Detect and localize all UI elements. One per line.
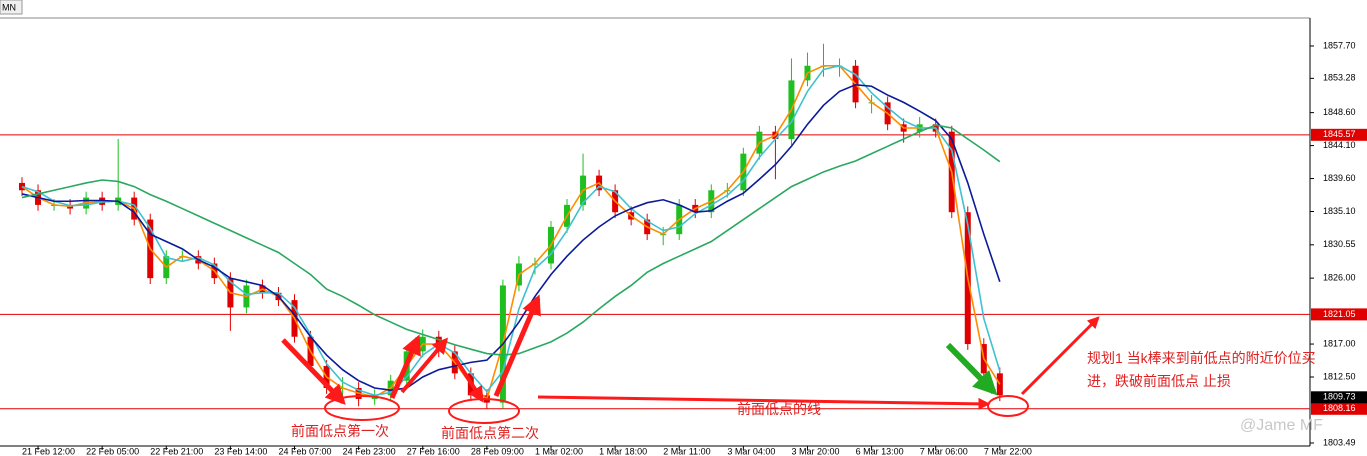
y-tick-label: 1817.00: [1323, 338, 1356, 348]
arrow: [945, 342, 998, 396]
annotation: 前面低点的线: [737, 401, 821, 417]
arrow: [453, 356, 484, 403]
level-label: 1845.57: [1323, 129, 1356, 139]
level-label: 1808.16: [1323, 403, 1356, 413]
moving-average: [21, 124, 1001, 356]
y-tick-label: 1839.60: [1323, 173, 1356, 183]
moving-average: [21, 64, 1001, 397]
level-label: 1821.05: [1323, 309, 1356, 319]
circle: [448, 398, 520, 424]
annotation: 进，跌破前面低点 止损: [1087, 373, 1231, 389]
arrow: [493, 294, 541, 397]
x-tick-label: 7 Mar 06:00: [920, 446, 968, 456]
plot: 1803.49 1812.50 1817.00 1826.00 1830.55 1835.…: [0, 40, 1367, 456]
x-tick-label: 21 Feb 12:00: [22, 446, 75, 456]
y-tick-label: 1803.49: [1323, 437, 1356, 447]
watermark: @Jame MF: [1240, 417, 1323, 434]
x-tick-label: 27 Feb 16:00: [407, 446, 460, 456]
y-tick-label: 1848.60: [1323, 107, 1356, 117]
level-tag: [1311, 308, 1367, 321]
level-tag: [1311, 402, 1367, 415]
x-tick-label: 1 Mar 02:00: [535, 446, 583, 456]
level-tag: [1311, 128, 1367, 141]
x-tick-label: 6 Mar 13:00: [856, 446, 904, 456]
y-tick-label: 1853.28: [1323, 73, 1356, 83]
arrow: [537, 395, 991, 410]
arrow: [281, 338, 346, 405]
x-tick-label: 3 Mar 20:00: [791, 446, 839, 456]
arrow: [389, 334, 421, 399]
moving-average: [21, 83, 1001, 392]
x-tick-label: 7 Mar 22:00: [984, 446, 1032, 456]
x-tick-label: 22 Feb 21:00: [150, 446, 203, 456]
x-tick-label: 23 Feb 14:00: [214, 446, 267, 456]
price-tag: [1311, 391, 1367, 404]
y-tick-label: 1844.10: [1323, 140, 1356, 150]
x-tick-label: 24 Feb 23:00: [343, 446, 396, 456]
x-tick-label: 1 Mar 18:00: [599, 446, 647, 456]
y-tick-label: 1826.00: [1323, 273, 1356, 283]
x-tick-label: 22 Feb 05:00: [86, 446, 139, 456]
x-tick-label: 2 Mar 11:00: [663, 446, 710, 456]
annotations: 前面低点第一次 前面低点第二次 前面低点的线 规划1 当k棒来到前低点的附近价位…: [281, 294, 1323, 441]
x-tick-label: 28 Feb 09:00: [471, 446, 524, 456]
y-tick-label: 1830.55: [1323, 239, 1356, 249]
annotation: 前面低点第一次: [291, 423, 389, 439]
annotation: 前面低点第二次: [441, 425, 539, 441]
x-tick-label: 3 Mar 04:00: [727, 446, 775, 456]
circle: [324, 395, 400, 421]
arrow: [1020, 316, 1100, 396]
annotation: 规划1 当k棒来到前低点的附近价位买: [1087, 350, 1316, 366]
price-label: 1809.73: [1323, 392, 1356, 402]
y-tick-label: 1835.10: [1323, 206, 1356, 216]
y-tick-label: 1812.50: [1323, 371, 1356, 381]
tab[interactable]: [0, 0, 23, 15]
x-tick-label: 24 Feb 07:00: [279, 446, 332, 456]
arrow: [400, 337, 449, 394]
y-tick-label: 1857.70: [1323, 40, 1356, 50]
tab-label[interactable]: MN: [2, 2, 16, 12]
